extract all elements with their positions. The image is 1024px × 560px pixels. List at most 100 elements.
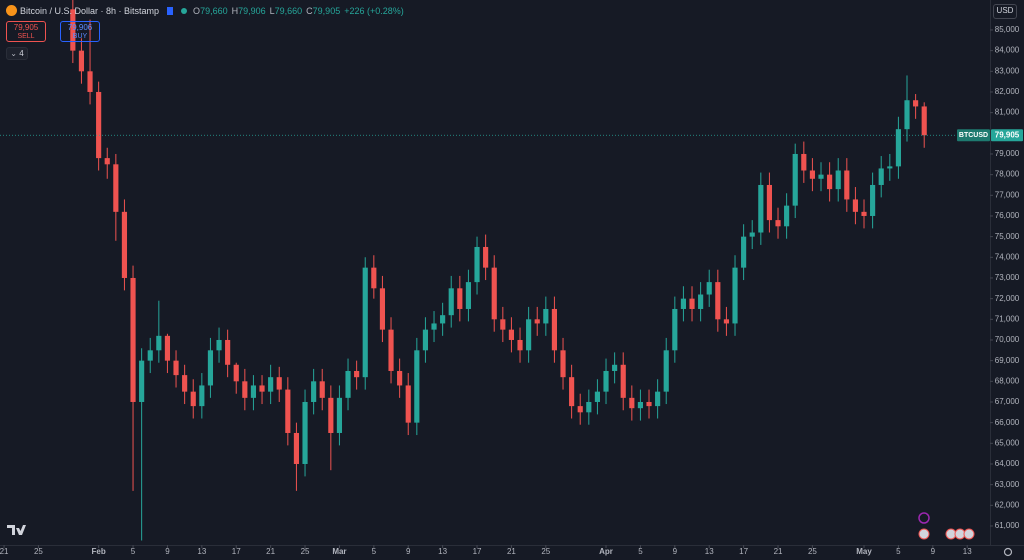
x-tick-label: 5 bbox=[896, 547, 901, 556]
indicators-toggle[interactable]: ⌄ 4 bbox=[6, 47, 28, 60]
candle-body bbox=[672, 308, 678, 351]
candle-body bbox=[741, 236, 747, 268]
x-tick-label: 9 bbox=[165, 547, 170, 556]
candle-body bbox=[792, 153, 798, 206]
candle-body bbox=[569, 377, 575, 407]
candle-body bbox=[173, 360, 179, 376]
sell-button[interactable]: 79,905 SELL bbox=[6, 21, 46, 42]
candle-body bbox=[543, 308, 549, 324]
symbol-label: BTCUSD bbox=[959, 132, 988, 139]
candle-body bbox=[225, 339, 231, 365]
candle-body bbox=[612, 364, 618, 371]
ohlc-key: H bbox=[231, 5, 239, 16]
y-tick-label: 70,000 bbox=[995, 335, 1020, 344]
candle-body bbox=[354, 370, 360, 378]
y-tick-label: 81,000 bbox=[995, 108, 1020, 117]
currency-button[interactable]: USD bbox=[993, 4, 1017, 19]
candle-body bbox=[491, 267, 497, 320]
candle-body bbox=[715, 282, 721, 320]
candle-body bbox=[96, 91, 102, 159]
x-tick-label: 13 bbox=[963, 547, 972, 556]
candle-body bbox=[121, 211, 128, 278]
y-tick-label: 74,000 bbox=[995, 252, 1020, 261]
sell-price: 79,905 bbox=[13, 23, 39, 32]
candle-body bbox=[551, 308, 558, 351]
y-tick-label: 65,000 bbox=[995, 438, 1020, 447]
candle-body bbox=[285, 389, 291, 433]
candle-body bbox=[311, 381, 317, 402]
candle-body bbox=[698, 294, 704, 309]
price-label: 79,905 bbox=[995, 130, 1020, 139]
x-tick-label: 25 bbox=[301, 547, 310, 556]
x-tick-label: 25 bbox=[808, 547, 817, 556]
candle-body bbox=[586, 401, 592, 413]
symbol-header: Bitcoin / U.S. Dollar · 8h · Bitstamp O7… bbox=[6, 4, 404, 17]
candle-body bbox=[440, 315, 446, 324]
candle-body bbox=[809, 170, 815, 179]
candle-body bbox=[139, 360, 145, 402]
ohlc-key: L bbox=[269, 5, 275, 16]
candle-body bbox=[534, 319, 540, 324]
y-tick-label: 63,000 bbox=[995, 480, 1020, 489]
candle-body bbox=[78, 50, 85, 72]
candle-body bbox=[388, 329, 394, 371]
candle-body bbox=[362, 267, 368, 378]
candle-body bbox=[629, 397, 635, 409]
candle-body bbox=[818, 174, 824, 179]
candle-body bbox=[594, 391, 601, 402]
candle-body bbox=[887, 166, 893, 169]
candle-body bbox=[921, 106, 927, 136]
candle-body bbox=[336, 397, 343, 433]
x-tick-label: Feb bbox=[92, 547, 106, 556]
candle-body bbox=[345, 370, 351, 398]
symbol-label-bg bbox=[957, 129, 990, 142]
x-tick-label: 25 bbox=[34, 547, 43, 556]
y-tick-label: 69,000 bbox=[995, 356, 1020, 365]
x-tick-label: 9 bbox=[673, 547, 678, 556]
y-tick-label: 79,000 bbox=[995, 149, 1020, 158]
candle-body bbox=[147, 350, 153, 361]
candle-body bbox=[276, 377, 282, 390]
candle-body bbox=[431, 323, 437, 330]
candle-body bbox=[483, 246, 489, 268]
y-tick-label: 78,000 bbox=[995, 170, 1020, 179]
candle-body bbox=[620, 364, 626, 398]
candle-body bbox=[199, 385, 205, 407]
candle-body bbox=[164, 335, 171, 361]
candle-body bbox=[835, 170, 841, 190]
candle-body bbox=[784, 205, 790, 227]
candle-body bbox=[663, 350, 669, 392]
candle-body bbox=[861, 211, 867, 216]
ohlc-values: O79,660 H79,906 L79,660 C79,905 bbox=[189, 6, 340, 16]
ohlc-key: O bbox=[193, 5, 201, 16]
candle-body bbox=[233, 364, 239, 382]
candle-body bbox=[379, 288, 386, 330]
candle-body bbox=[397, 370, 403, 386]
x-tick-label: 5 bbox=[372, 547, 377, 556]
buy-button[interactable]: 79,906 BUY bbox=[60, 21, 100, 42]
y-tick-label: 84,000 bbox=[995, 46, 1020, 55]
symbol-title[interactable]: Bitcoin / U.S. Dollar · 8h · Bitstamp bbox=[20, 5, 160, 16]
candle-body bbox=[414, 350, 420, 423]
bitcoin-icon bbox=[6, 5, 17, 16]
candle-body bbox=[259, 385, 265, 392]
x-tick-label: Apr bbox=[599, 547, 613, 556]
candle-body bbox=[319, 381, 325, 398]
y-tick-label: 68,000 bbox=[995, 376, 1020, 385]
settings-icon[interactable] bbox=[1003, 547, 1013, 557]
candle-body bbox=[465, 282, 472, 309]
change: +226 (+0.28%) bbox=[344, 5, 404, 16]
candle-body bbox=[680, 298, 686, 309]
candle-body bbox=[560, 350, 566, 378]
x-tick-label: 21 bbox=[266, 547, 275, 556]
candle-body bbox=[517, 339, 523, 351]
candle-body bbox=[878, 168, 884, 185]
y-tick-label: 85,000 bbox=[995, 25, 1020, 34]
event-icons bbox=[918, 512, 975, 540]
candle-body bbox=[732, 267, 738, 324]
y-tick-label: 67,000 bbox=[995, 397, 1020, 406]
price-label-bg bbox=[991, 129, 1023, 142]
candle-body bbox=[706, 282, 712, 295]
x-tick-label: 13 bbox=[197, 547, 206, 556]
y-tick-label: 72,000 bbox=[995, 294, 1020, 303]
